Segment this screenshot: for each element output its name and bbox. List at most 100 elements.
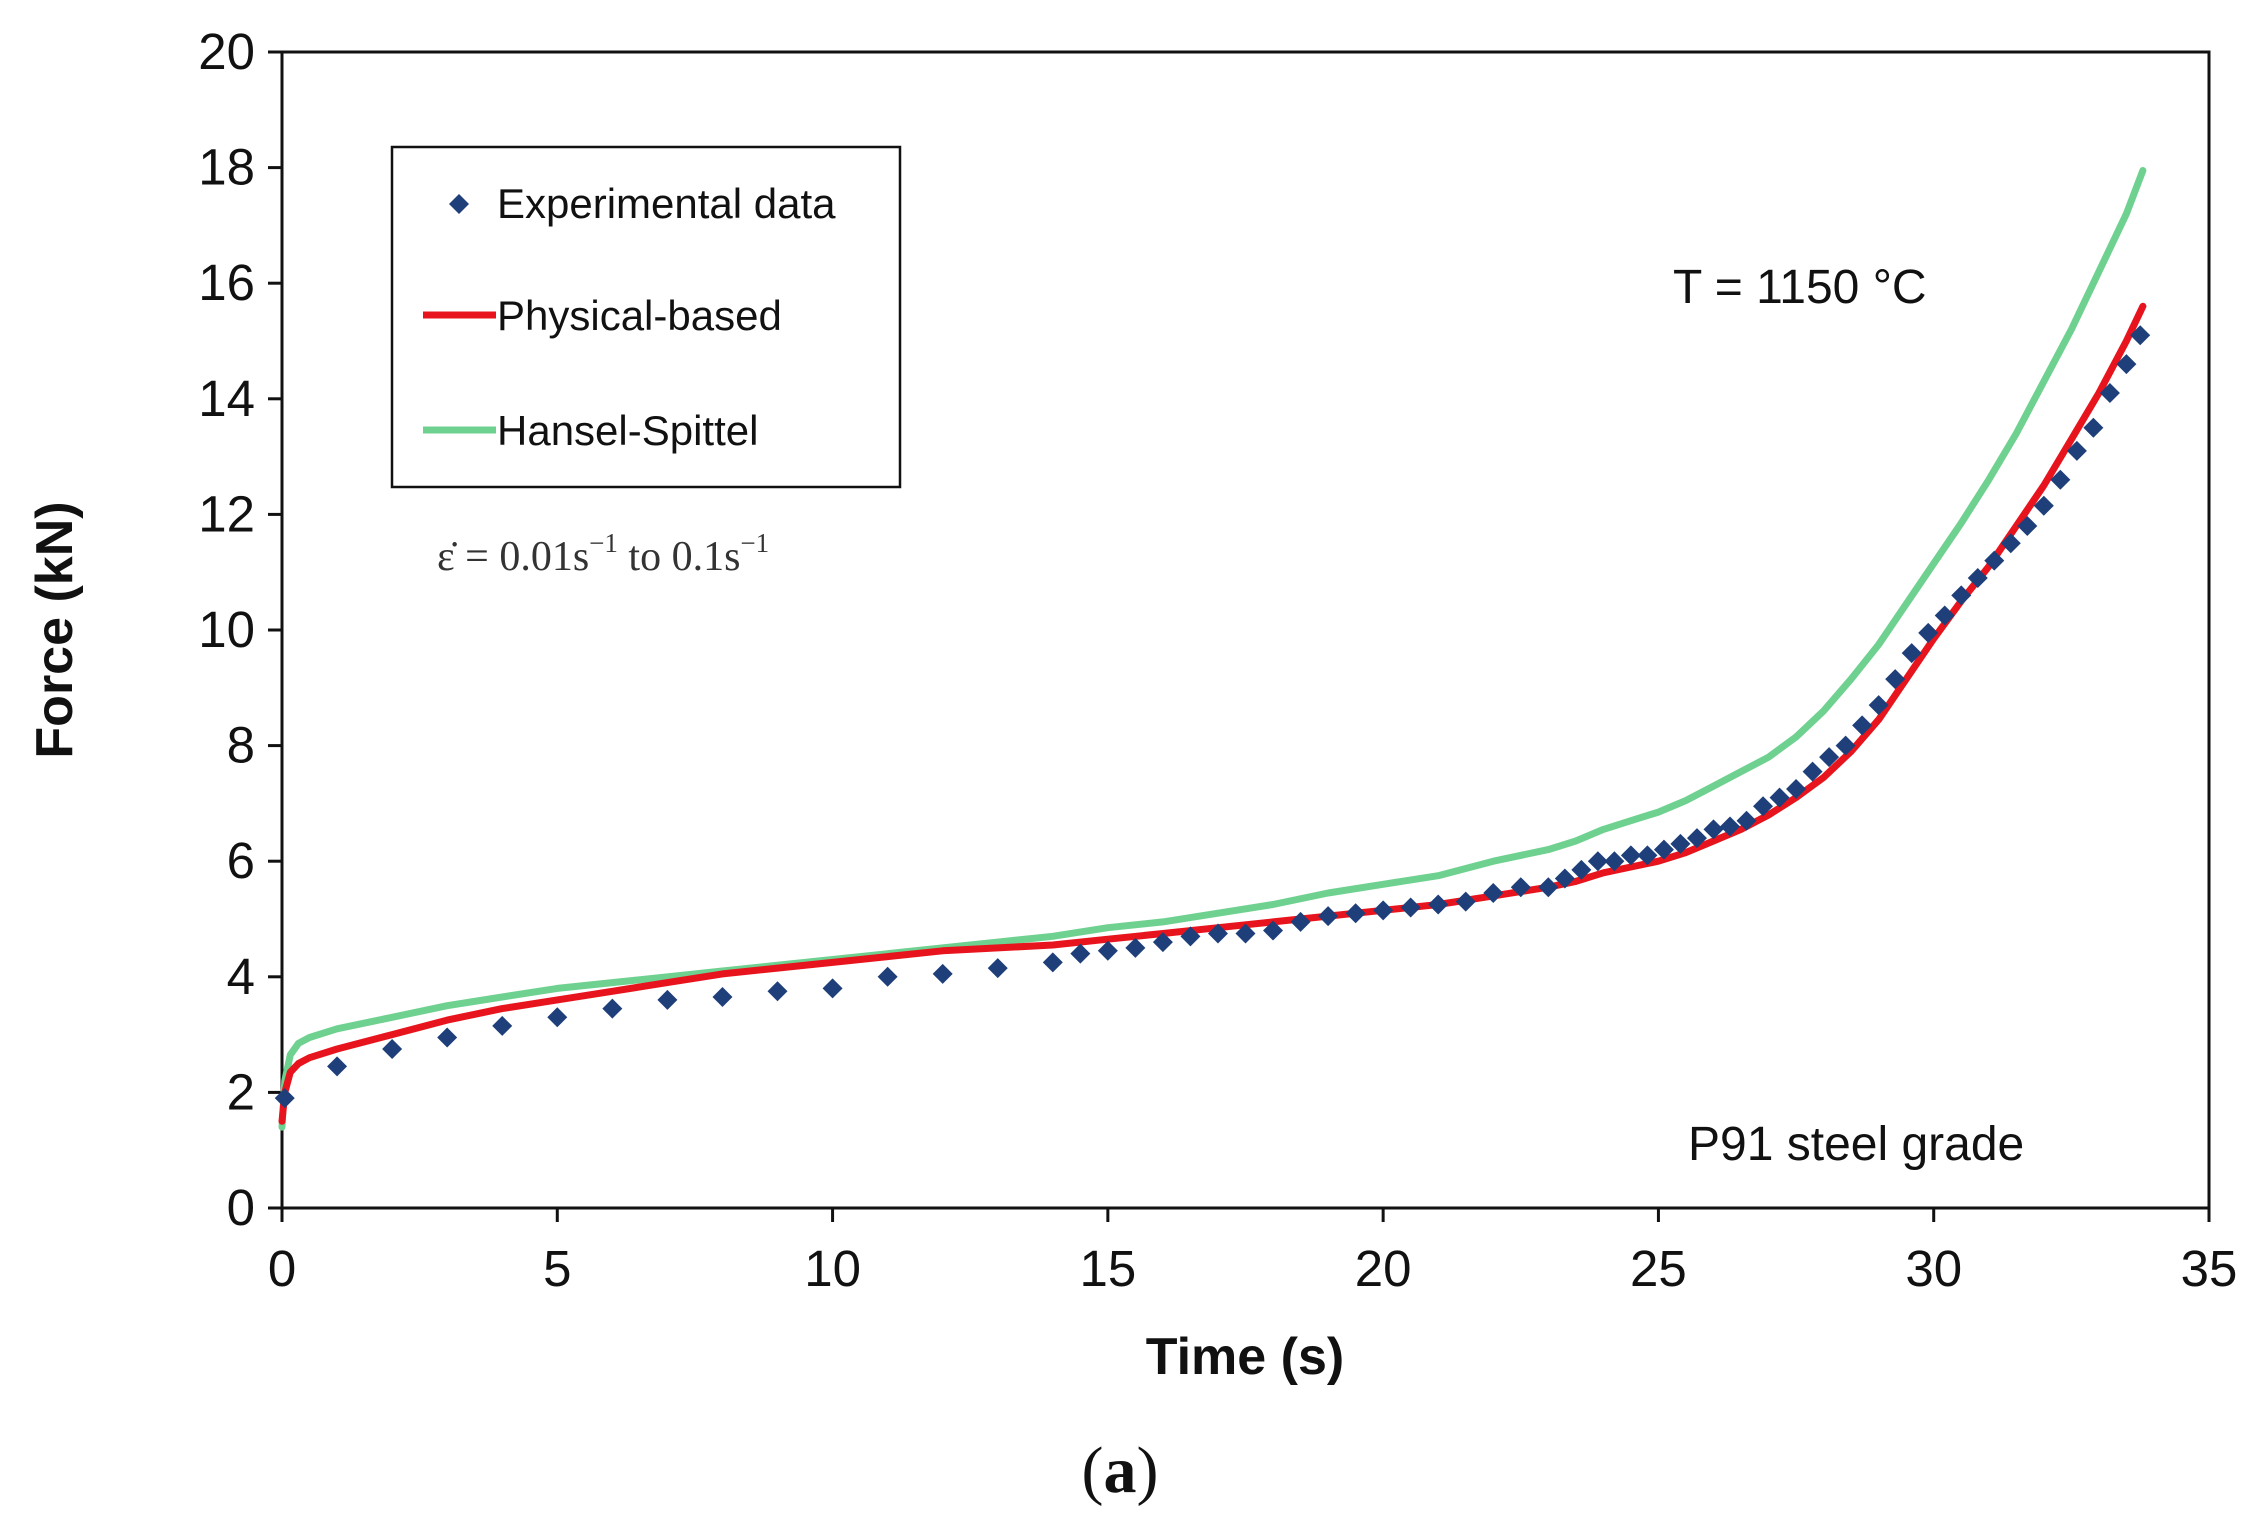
experimental-data-point [1235,923,1256,944]
experimental-data-point [1802,761,1823,782]
experimental-data-point [1318,906,1339,927]
experimental-data-point [602,998,623,1019]
legend: Experimental data Physical-based Hansel-… [390,145,902,489]
experimental-data-point [1703,819,1724,840]
experimental-data-point [1207,923,1228,944]
experimental-data-point [1934,605,1955,626]
experimental-data-point [1373,900,1394,921]
y-tick-label: 18 [198,139,255,196]
experimental-data-point [1263,920,1284,941]
series-layer [274,167,2151,1131]
experimental-data-point [2099,383,2120,404]
experimental-data-point [2066,440,2087,461]
experimental-data-point [1554,868,1575,889]
x-tick-label: 35 [2181,1240,2238,1297]
legend-marker-experimental-data [449,194,469,214]
y-tick-label: 16 [198,254,255,311]
experimental-data-point [437,1027,458,1048]
x-tick-label: 0 [268,1240,296,1297]
experimental-data-point [1984,550,2005,571]
experimental-data-point [712,987,733,1008]
experimental-data-point [1967,567,1988,588]
experimental-data-point [2130,325,2151,346]
series-line-hansel-spittel [278,167,2147,1131]
experimental-data-point [1868,695,1889,716]
experimental-data-point [1720,816,1741,837]
experimental-data-point [1604,851,1625,872]
experimental-data-point [1686,828,1707,849]
experimental-data-point [327,1056,348,1077]
x-axis-title: Time (s) [1146,1328,1344,1386]
experimental-data-point [1653,839,1674,860]
x-tick-label: 10 [804,1240,861,1297]
x-tick-label: 5 [543,1240,571,1297]
y-tick-label: 0 [227,1179,255,1236]
x-axis: 0 5 10 15 20 25 30 35 [268,1208,2238,1297]
experimental-data-point [1042,952,1063,973]
experimental-data-point [1428,894,1449,915]
experimental-data-point [1152,932,1173,953]
caption-close-paren: ) [1137,1434,1159,1507]
legend-label-physical-based: Physical-based [497,292,782,339]
experimental-data-point [1125,937,1146,958]
experimental-data-point [1538,877,1559,898]
experimental-data-point [1180,926,1201,947]
experimental-data-point [1620,845,1641,866]
strain-rate-annotation: ε̇ = 0.01s−1 to 0.1s−1 [437,528,769,580]
experimental-data-point [382,1039,403,1060]
experimental-data-point [1455,891,1476,912]
experimental-data-point [1918,622,1939,643]
experimental-data-point [1769,787,1790,808]
experimental-data-point [1571,859,1592,880]
experimental-data-point [2050,469,2071,490]
experimental-data-point [547,1007,568,1028]
y-tick-label: 14 [198,370,255,427]
experimental-data-point [767,981,788,1002]
experimental-data-point [1637,845,1658,866]
strain-rate-lhs: ε̇ = 0.01s [437,534,589,580]
material-annotation: P91 steel grade [1688,1118,2024,1171]
x-tick-label: 25 [1630,1240,1687,1297]
legend-label-hansel-spittel: Hansel-Spittel [497,407,758,454]
y-tick-label: 4 [227,948,255,1005]
x-tick-label: 15 [1079,1240,1136,1297]
y-axis: 0 2 4 6 8 10 12 14 16 18 20 [198,23,282,1236]
strain-rate-exp2: −1 [740,528,769,558]
experimental-data-point [987,958,1008,979]
experimental-data-point [1835,735,1856,756]
experimental-data-point [2083,417,2104,438]
experimental-data-point [1070,943,1091,964]
caption-open-paren: ( [1082,1434,1104,1507]
y-tick-label: 2 [227,1063,255,1120]
experimental-data-point [1483,882,1504,903]
y-tick-label: 20 [198,23,255,80]
y-tick-label: 6 [227,832,255,889]
experimental-data-point [1290,911,1311,932]
experimental-data-point [1852,715,1873,736]
experimental-data-point [1951,585,1972,606]
y-tick-label: 12 [198,485,255,542]
strain-rate-mid: to 0.1s [618,534,741,580]
experimental-data-point [1819,747,1840,768]
experimental-data-point [492,1015,513,1036]
experimental-data-point [877,966,898,987]
legend-label-experimental-data: Experimental data [497,180,836,227]
experimental-data-point [2000,533,2021,554]
y-tick-label: 10 [198,601,255,658]
experimental-data-point [1510,877,1531,898]
experimental-data-point [1885,669,1906,690]
y-tick-label: 8 [227,717,255,774]
experimental-data-point [1736,810,1757,831]
experimental-data-point [1587,851,1608,872]
x-tick-label: 20 [1355,1240,1412,1297]
y-axis-title: Force (kN) [26,501,84,758]
experimental-data-point [932,963,953,984]
caption-letter: a [1104,1434,1137,1507]
experimental-data-point [822,978,843,999]
experimental-data-point [2017,515,2038,536]
experimental-data-point [1753,796,1774,817]
experimental-data-point [1345,903,1366,924]
strain-rate-exp1: −1 [589,528,618,558]
experimental-data-point [1097,940,1118,961]
